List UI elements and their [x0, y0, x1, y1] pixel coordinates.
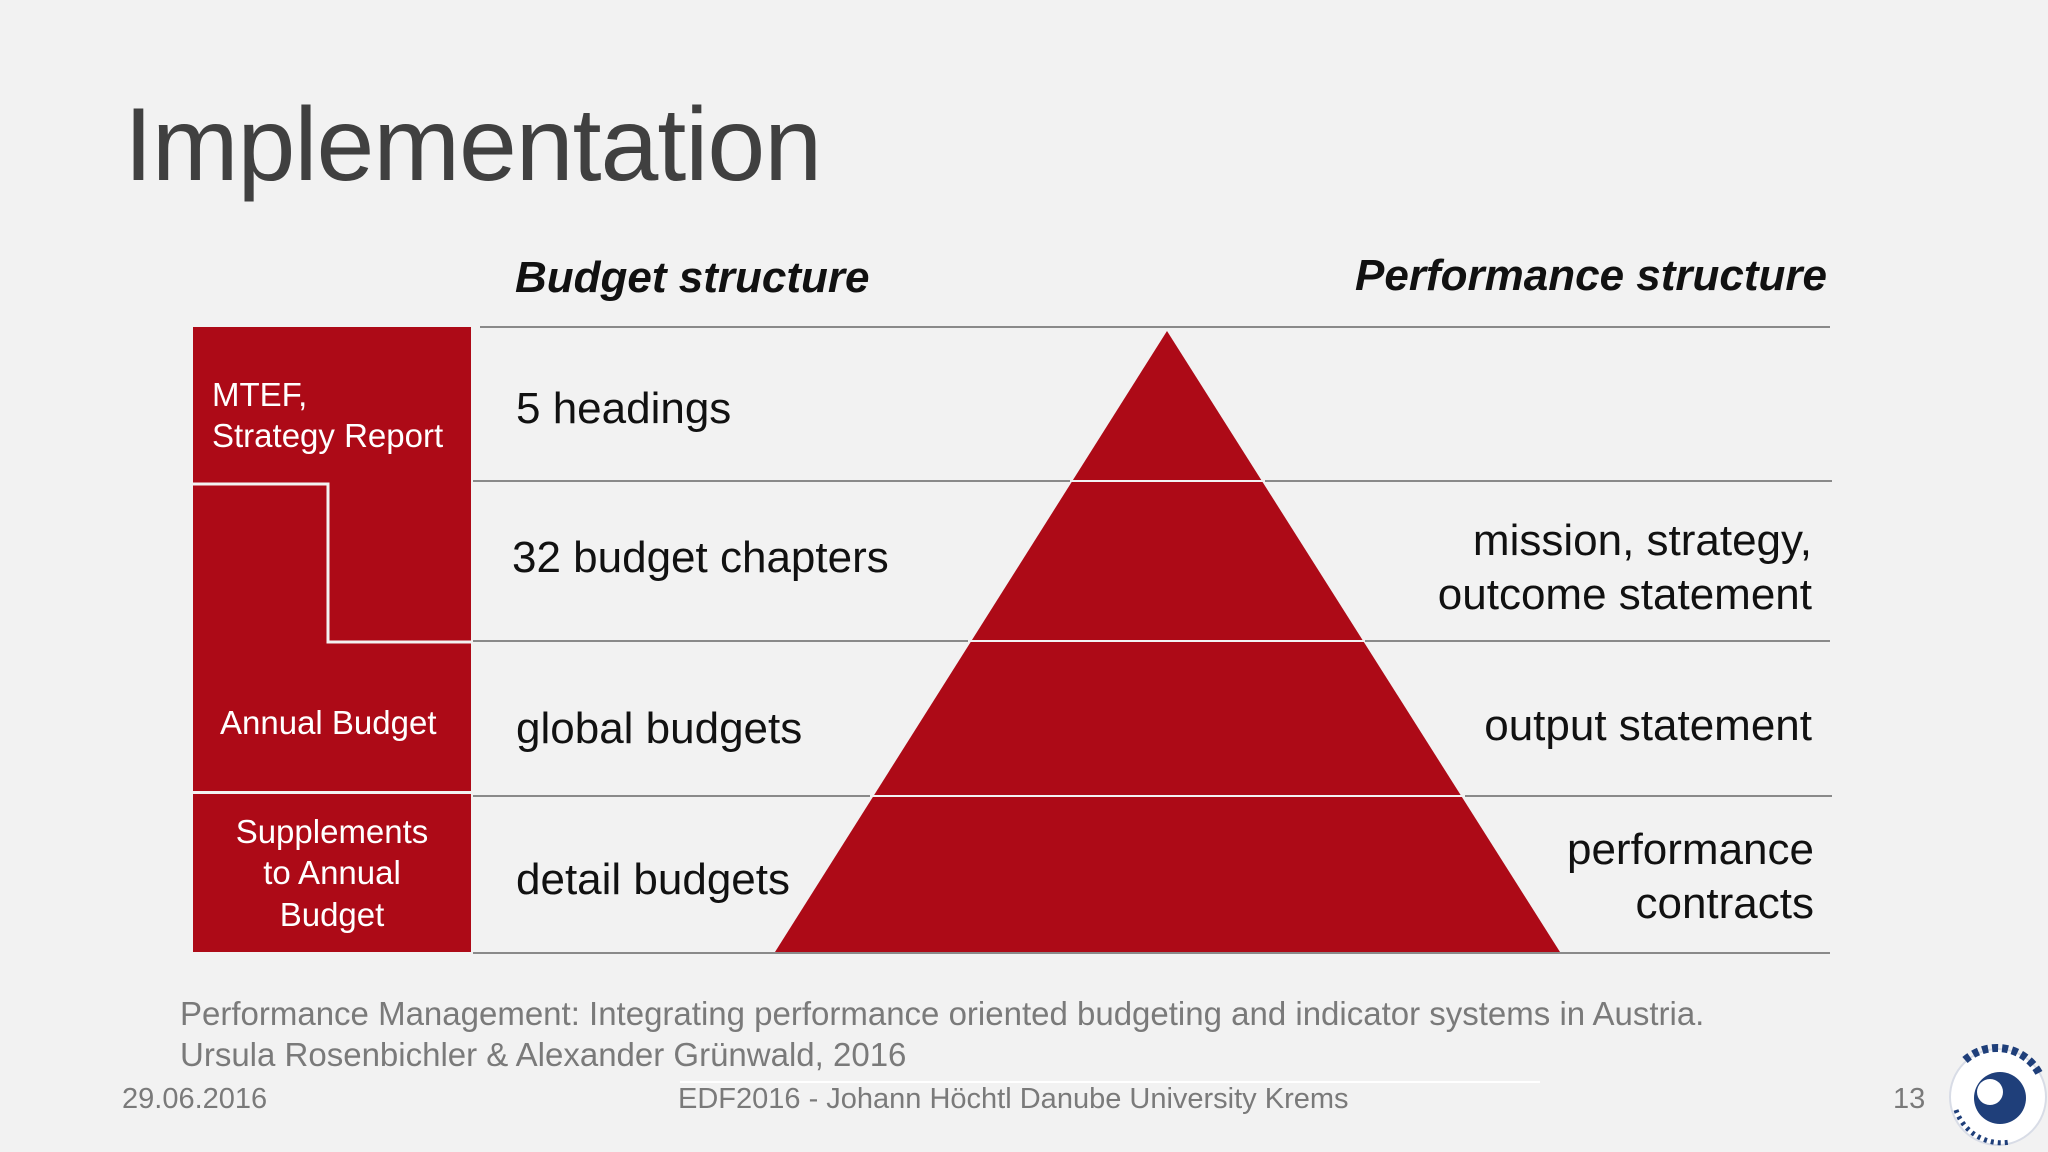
- page-title: Implementation: [124, 87, 822, 203]
- label-supplements: Supplements to Annual Budget: [193, 811, 471, 935]
- perf-contracts: performance contracts: [1567, 823, 1814, 930]
- citation-line2: Ursula Rosenbichler & Alexander Grünwald…: [180, 1036, 907, 1074]
- left-block-mtef: [193, 327, 471, 642]
- row-budget-chapters: 32 budget chapters: [512, 533, 889, 582]
- university-logo: [1949, 1043, 2047, 1146]
- citation: Performance Management: Integrating perf…: [180, 993, 1704, 1076]
- perf-contracts-line1: performance: [1566, 825, 1814, 874]
- label-strategy-report: Strategy Report: [212, 417, 444, 455]
- label-supplements-line1: Supplements: [235, 813, 429, 850]
- label-mtef: MTEF, Strategy Report: [212, 374, 443, 457]
- label-mtef-line1: MTEF,: [212, 376, 308, 413]
- budget-structure-header: Budget structure: [515, 253, 870, 302]
- slide-number: 13: [1893, 1083, 1926, 1115]
- footer-date: 29.06.2016: [122, 1083, 268, 1115]
- perf-mission: mission, strategy, outcome statement: [1438, 514, 1812, 621]
- row-detail-budgets: detail budgets: [516, 855, 790, 904]
- row-headings: 5 headings: [516, 384, 732, 433]
- footer-event: EDF2016 - Johann Höchtl Danube Universit…: [678, 1083, 1349, 1115]
- left-block-supplements: [193, 794, 471, 952]
- performance-structure-header: Performance structure: [1355, 251, 1827, 300]
- citation-line1: Performance Management: Integrating perf…: [180, 995, 1705, 1032]
- row-global-budgets: global budgets: [516, 704, 803, 753]
- perf-contracts-line2: contracts: [1635, 878, 1814, 928]
- label-annual-budget: Annual Budget: [220, 704, 437, 741]
- left-block-annual: [193, 484, 471, 791]
- left-separator: [193, 482, 471, 644]
- perf-mission-line2: outcome statement: [1437, 569, 1812, 619]
- perf-mission-line1: mission, strategy,: [1472, 516, 1812, 565]
- perf-output: output statement: [1484, 701, 1812, 750]
- label-supplements-line2: to Annual: [263, 854, 401, 892]
- label-supplements-line3: Budget: [279, 895, 385, 933]
